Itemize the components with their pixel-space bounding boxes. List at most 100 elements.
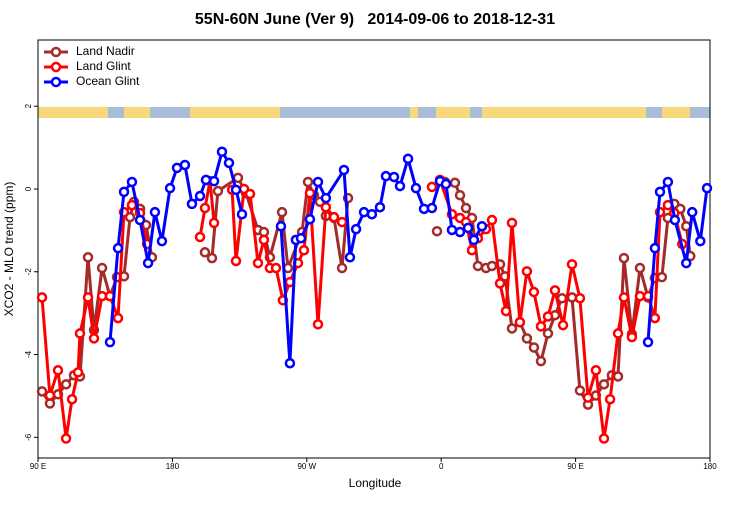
x-tick-label: 90 W: [297, 462, 316, 471]
data-point: [374, 201, 386, 213]
legend-marker: [50, 76, 62, 88]
data-point: [431, 225, 443, 237]
data-point: [336, 216, 348, 228]
data-point: [556, 292, 568, 304]
legend-label: Land Nadir: [76, 44, 135, 58]
data-point: [320, 192, 332, 204]
data-point: [350, 223, 362, 235]
data-point: [618, 292, 630, 303]
data-point: [88, 333, 100, 344]
data-point: [506, 323, 518, 334]
data-point: [302, 176, 314, 188]
data-point: [60, 379, 72, 390]
legend-marker: [50, 46, 62, 58]
plot-frame: [37, 39, 711, 459]
data-point: [194, 190, 206, 202]
data-point: [72, 367, 84, 378]
data-point: [446, 224, 458, 236]
data-point: [156, 235, 168, 247]
data-point: [634, 262, 646, 274]
data-point: [486, 260, 498, 272]
data-point: [295, 232, 307, 244]
data-point: [549, 285, 561, 296]
data-point: [118, 186, 130, 198]
data-point: [82, 292, 94, 303]
data-point: [662, 176, 674, 188]
data-point: [476, 220, 488, 232]
data-point: [284, 357, 296, 369]
data-point: [82, 252, 94, 263]
data-point: [312, 319, 324, 330]
data-point: [66, 393, 78, 405]
data-point: [612, 328, 624, 339]
data-point: [258, 234, 270, 246]
data-point: [179, 159, 191, 171]
data-point: [60, 433, 72, 444]
y-tick-label: -2: [24, 268, 33, 276]
data-point: [276, 206, 288, 218]
data-point: [462, 222, 474, 234]
data-point: [472, 260, 484, 272]
data-point: [566, 259, 578, 270]
data-point: [426, 181, 438, 193]
data-point: [199, 247, 211, 258]
data-point: [164, 182, 176, 194]
x-tick-label: 180: [166, 462, 180, 471]
data-point: [604, 393, 616, 405]
x-tick-label: 180: [703, 462, 717, 471]
data-point: [612, 371, 624, 382]
data-point: [686, 206, 698, 218]
data-point: [388, 171, 400, 183]
data-point: [542, 311, 554, 322]
data-point: [642, 336, 654, 348]
series-line: [40, 178, 684, 440]
data-point: [426, 202, 438, 214]
legend-label: Ocean Glint: [76, 74, 140, 88]
data-point: [328, 211, 340, 223]
data-point: [582, 392, 594, 403]
data-point: [634, 290, 646, 302]
data-point: [126, 176, 138, 188]
data-point: [230, 184, 242, 196]
data-point: [528, 286, 540, 298]
data-point: [468, 234, 480, 246]
data-point: [344, 252, 356, 263]
data-point: [598, 433, 610, 444]
data-point: [52, 365, 64, 376]
data-point: [681, 257, 692, 269]
data-point: [669, 214, 681, 226]
data-point: [336, 262, 348, 274]
data-point: [186, 198, 198, 210]
data-point: [557, 319, 569, 331]
x-tick-label: 90 E: [567, 462, 583, 471]
data-point: [528, 342, 540, 353]
chart-title: 55N-60N June (Ver 9) 2014-09-06 to 2018-…: [195, 11, 555, 28]
y-axis-label: XCO2 - MLO trend (ppm): [2, 182, 16, 317]
y-tick-label: -6: [24, 433, 33, 441]
data-point: [208, 217, 220, 229]
data-point: [454, 226, 466, 238]
data-point: [149, 206, 161, 218]
data-point: [304, 213, 316, 225]
y-tick-label: 0: [24, 186, 33, 191]
data-point: [142, 257, 154, 269]
data-point: [542, 328, 554, 339]
data-point: [494, 278, 506, 289]
data-point: [216, 146, 228, 157]
data-point: [270, 262, 282, 274]
data-point: [36, 386, 48, 397]
data-point: [298, 244, 310, 256]
legend-label: Land Glint: [76, 59, 131, 73]
data-point: [252, 257, 264, 269]
data-point: [402, 153, 414, 165]
data-point: [500, 305, 512, 317]
x-tick-label: 90 E: [30, 462, 46, 471]
data-point: [320, 201, 332, 213]
data-point: [338, 164, 350, 176]
data-point: [112, 242, 124, 254]
data-point: [521, 333, 533, 344]
data-point: [649, 312, 661, 324]
data-point: [410, 182, 422, 194]
data-point: [618, 252, 630, 264]
data-point: [134, 214, 146, 226]
